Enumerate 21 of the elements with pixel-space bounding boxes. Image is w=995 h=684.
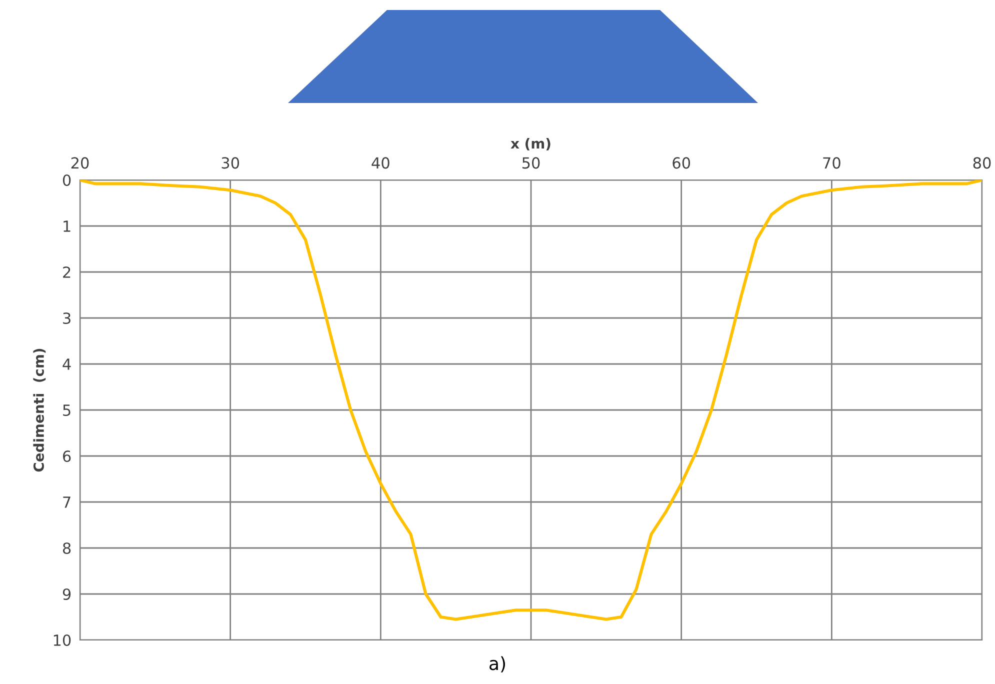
y-tick-label: 10 [54, 634, 71, 646]
x-tick-label: 20 [71, 157, 89, 169]
y-tick-label: 5 [63, 404, 70, 416]
y-tick-label: 8 [62, 542, 71, 554]
x-tick-label: 60 [672, 157, 690, 169]
x-tick-label: 80 [973, 157, 991, 169]
y-tick-label: 1 [64, 220, 70, 232]
y-tick-label: 4 [62, 358, 71, 370]
y-tick-label: 0 [62, 174, 71, 186]
y-tick-label: 2 [63, 266, 70, 278]
y-tick-label: 3 [63, 312, 70, 324]
text: a) [490, 656, 506, 672]
y-axis-title: Cedimenti (cm) [33, 348, 46, 472]
y-tick-label: 6 [63, 450, 71, 462]
x-tick-label: 30 [222, 157, 240, 169]
x-tick-label: 70 [823, 157, 840, 169]
x-axis-title: x (m) [510, 138, 550, 150]
y-tick-label: 9 [62, 588, 71, 600]
x-tick-label: 50 [522, 157, 540, 169]
y-tick-label: 7 [63, 496, 70, 508]
x-tick-label: 40 [372, 157, 390, 169]
